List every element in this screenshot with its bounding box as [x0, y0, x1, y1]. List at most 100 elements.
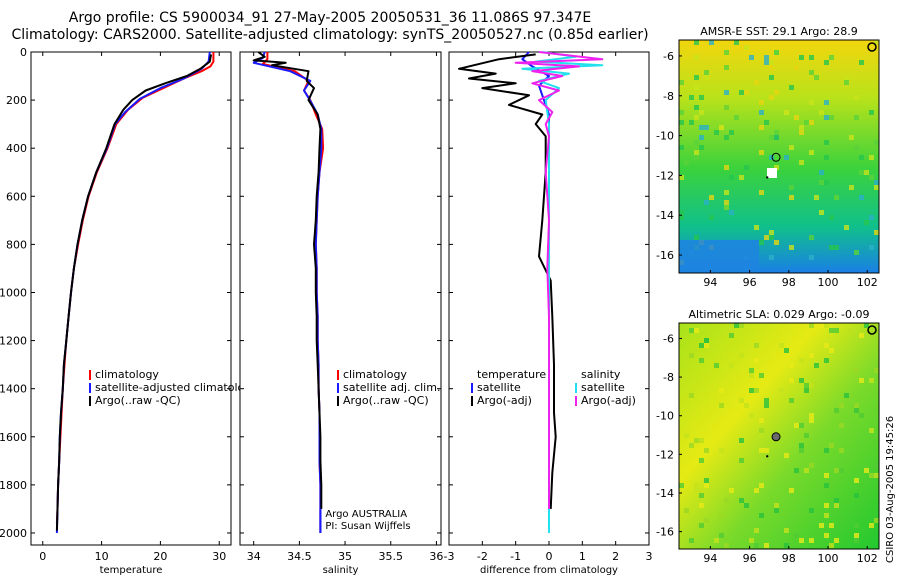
map-pixel [824, 180, 829, 185]
map-pixel [809, 235, 814, 240]
map-pixel [704, 478, 709, 483]
map-pixel [679, 80, 684, 85]
map-pixel [774, 90, 779, 95]
map-pixel [829, 328, 834, 333]
map-pixel [734, 323, 739, 328]
map-pixel [849, 185, 854, 190]
x-tick-label: 2 [612, 550, 619, 563]
map-pixel [729, 333, 734, 338]
map-pixel [824, 140, 829, 145]
map-pixel [704, 75, 709, 80]
map-pixel [824, 115, 829, 120]
map-pixel [779, 343, 784, 348]
timestamp-stamp: CSIRO 03-Aug-2005 19:45:26 [885, 416, 896, 563]
map-pixel [694, 483, 699, 488]
map-y-tick-label: -10 [656, 130, 674, 143]
map-pixel [739, 90, 744, 95]
coast-marker [867, 42, 877, 52]
map-pixel [774, 240, 779, 245]
map-pixel [764, 398, 769, 403]
map-pixel [724, 65, 729, 70]
annotation-project: Argo AUSTRALIA [325, 509, 407, 520]
map-pixel [789, 195, 794, 200]
y-tick-label: 1600 [0, 431, 27, 444]
map-pixel [684, 160, 689, 165]
map-pixel [759, 150, 764, 155]
map-pixel [834, 408, 839, 413]
map-pixel [704, 518, 709, 523]
annotation-pi: PI: Susan Wijffels [325, 521, 410, 532]
map-pixel [824, 358, 829, 363]
map-pixel [694, 40, 699, 45]
map-pixel [854, 250, 859, 255]
map-pixel [824, 343, 829, 348]
map-pixel [759, 373, 764, 378]
map-pixel [699, 458, 704, 463]
map-pixel [804, 468, 809, 473]
map-pixel [739, 498, 744, 503]
map-pixel [864, 220, 869, 225]
map-pixel [764, 543, 769, 548]
map-pixel [799, 538, 804, 543]
map-pixel [824, 155, 829, 160]
map-pixel [859, 195, 864, 200]
map-pixel [729, 488, 734, 493]
map-pixel [759, 110, 764, 115]
map-pixel [744, 403, 749, 408]
map-pixel [754, 488, 759, 493]
map-pixel [854, 408, 859, 413]
map-pixel [869, 523, 874, 528]
map-pixel [809, 120, 814, 125]
map-pixel [859, 333, 864, 338]
map-pixel [714, 538, 719, 543]
map-pixel [849, 135, 854, 140]
map-pixel [754, 225, 759, 230]
map-pixel [769, 75, 774, 80]
map-pixel [749, 373, 754, 378]
map-pixel [694, 55, 699, 60]
panel-temperature: 0 200 400 600 800 1000 1200 1400 1600 1800 2000 0 10… [0, 46, 258, 576]
y-tick-label: 800 [6, 238, 27, 251]
map-pixel [764, 120, 769, 125]
map-pixel [799, 55, 804, 60]
y-tick-label: 200 [6, 94, 27, 107]
legend-label: temperature [477, 368, 546, 381]
map-pixel [794, 115, 799, 120]
map-pixel [694, 150, 699, 155]
map-y-tick-label: -10 [656, 410, 674, 423]
map-pixel [684, 508, 689, 513]
map-pixel [854, 493, 859, 498]
map-pixel [799, 443, 804, 448]
map-pixel [754, 80, 759, 85]
map-pixel [794, 533, 799, 538]
map-pixel [739, 438, 744, 443]
map-pixel [704, 343, 709, 348]
map-pixel [729, 328, 734, 333]
map-pixel [869, 110, 874, 115]
map-pixel [774, 503, 779, 508]
map-pixel [759, 448, 764, 453]
map-pixel [789, 185, 794, 190]
map-pixel [729, 130, 734, 135]
map-pixel [689, 538, 694, 543]
series-line-temperature-Argo [458, 53, 557, 509]
map-x-tick-label: 94 [703, 552, 717, 565]
map-pixel [699, 503, 704, 508]
map-pixel [699, 438, 704, 443]
map-pixel [754, 528, 759, 533]
x-tick-label: 10 [95, 550, 109, 563]
map-pixel [819, 180, 824, 185]
sst-map: AMSR-E SST: 29.1 Argo: 28.9 94 96 98 100 102 -… [656, 25, 880, 289]
map-pixel [759, 100, 764, 105]
map-pixel [829, 348, 834, 353]
map-pixel [719, 513, 724, 518]
map-pixel [699, 135, 704, 140]
map-pixel [679, 215, 684, 220]
map-pixel [749, 388, 754, 393]
map-pixel [809, 508, 814, 513]
map-pixel [789, 488, 794, 493]
map-pixel [834, 468, 839, 473]
map-pixel [809, 463, 814, 468]
map-pixel [824, 100, 829, 105]
map-pixel [809, 70, 814, 75]
